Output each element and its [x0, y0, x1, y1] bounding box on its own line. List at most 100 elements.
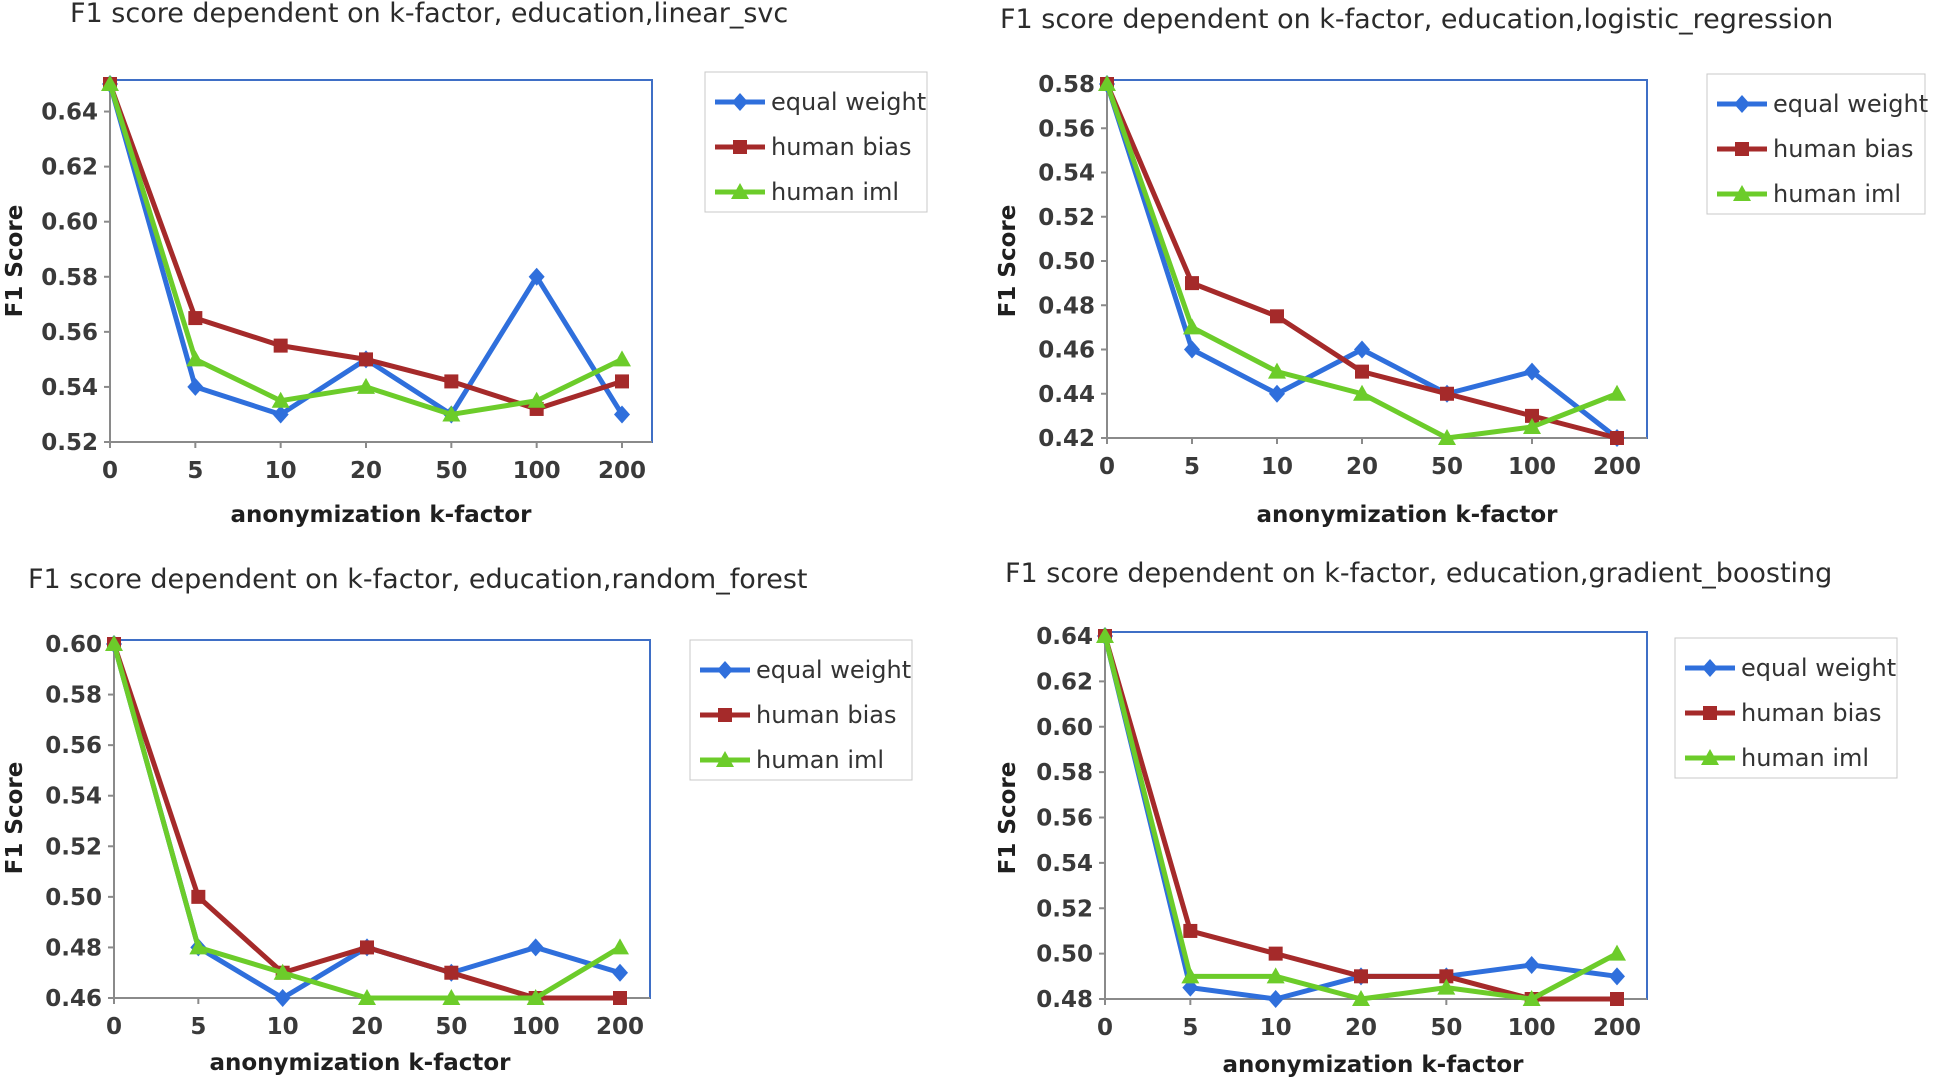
y-tick-label: 0.60	[45, 632, 102, 658]
y-axis-label: F1 Score	[2, 205, 28, 318]
x-tick-label: 5	[187, 458, 203, 484]
chart-title: F1 score dependent on k-factor, educatio…	[1000, 4, 1833, 35]
y-tick-label: 0.52	[45, 834, 102, 860]
x-tick-label: 200	[1593, 454, 1641, 480]
y-tick-label: 0.46	[45, 986, 102, 1012]
data-point-human-iml	[526, 989, 545, 1005]
data-point-equal-weight	[1609, 967, 1625, 986]
series-human-iml	[1096, 627, 1626, 1006]
y-tick-label: 0.62	[1036, 669, 1093, 695]
legend-label: equal weight	[1741, 654, 1896, 682]
y-tick-label: 0.52	[1038, 205, 1095, 231]
data-point-human-bias	[1439, 969, 1454, 984]
y-tick-label: 0.42	[1038, 426, 1095, 452]
data-point-equal-weight	[1269, 384, 1285, 403]
y-axis-label: F1 Score	[995, 762, 1021, 875]
legend-label: equal weight	[756, 656, 911, 684]
data-point-equal-weight	[187, 377, 204, 396]
y-tick-label: 0.44	[1038, 382, 1095, 408]
plot-area	[109, 79, 653, 443]
chart-panel-logistic-regression: F1 score dependent on k-factor, educatio…	[995, 0, 1940, 540]
legend-marker	[716, 751, 734, 767]
data-point-human-iml	[1098, 75, 1116, 91]
data-point-human-iml	[273, 963, 292, 980]
data-point-equal-weight	[274, 989, 291, 1007]
data-point-human-bias	[1610, 431, 1624, 445]
legend-marker	[717, 661, 733, 679]
x-tick-label: 10	[265, 458, 297, 484]
legend-label: human iml	[756, 746, 884, 774]
y-tick-label: 0.58	[41, 265, 98, 291]
data-point-human-bias	[444, 965, 459, 980]
data-point-human-bias	[1355, 364, 1369, 379]
data-point-human-bias	[1183, 923, 1198, 938]
chart-logistic-regression: F1 score dependent on k-factor, educatio…	[995, 4, 1928, 528]
x-tick-label: 20	[350, 458, 382, 484]
legend-item-human-iml: human iml	[715, 178, 899, 206]
legend-label: human iml	[771, 178, 899, 206]
data-point-human-iml	[1522, 990, 1541, 1006]
x-tick-label: 0	[106, 1014, 122, 1040]
data-point-human-bias	[360, 940, 374, 955]
x-tick-label: 200	[596, 1014, 644, 1040]
x-tick-label: 200	[1593, 1015, 1641, 1041]
x-axis-label: anonymization k-factor	[209, 1050, 511, 1076]
legend-item-human-iml: human iml	[700, 746, 884, 774]
data-point-human-iml	[189, 938, 208, 955]
legend-marker	[732, 93, 748, 111]
data-point-human-iml	[1353, 384, 1371, 401]
data-point-human-iml	[1608, 944, 1626, 961]
legend-label: human iml	[1773, 180, 1901, 208]
x-tick-label: 50	[1431, 454, 1463, 480]
y-tick-label: 0.60	[41, 210, 98, 236]
legend-label: equal weight	[1773, 90, 1928, 118]
legend-marker	[1703, 706, 1717, 720]
x-tick-label: 10	[1261, 454, 1293, 480]
y-tick-label: 0.54	[41, 375, 98, 401]
x-axis-label: anonymization k-factor	[230, 502, 532, 528]
data-point-human-iml	[105, 635, 123, 651]
legend-item-equal-weight: equal weight	[1685, 654, 1896, 682]
data-point-human-bias	[1185, 276, 1199, 291]
x-tick-label: 0	[1097, 1015, 1113, 1041]
legend-item-human-bias: human bias	[1685, 699, 1881, 727]
data-point-human-bias	[613, 991, 627, 1005]
legend-item-human-iml: human iml	[1685, 744, 1869, 772]
plot-area	[1104, 631, 1648, 1000]
data-point-human-iml	[101, 75, 119, 91]
data-point-human-iml	[1096, 627, 1114, 643]
data-point-human-bias	[1268, 946, 1283, 961]
legend-label: human bias	[1773, 135, 1913, 163]
legend: equal weight human bias human iml	[1674, 637, 1898, 779]
data-point-equal-weight	[1524, 362, 1540, 381]
y-tick-label: 0.56	[1038, 116, 1095, 142]
legend-label: human bias	[756, 701, 896, 729]
y-tick-label: 0.58	[1038, 72, 1095, 98]
x-tick-label: 5	[190, 1014, 206, 1040]
chart-title: F1 score dependent on k-factor, educatio…	[70, 0, 788, 29]
data-point-human-bias	[1354, 969, 1368, 984]
x-tick-label: 20	[351, 1014, 383, 1040]
data-point-equal-weight	[1267, 990, 1284, 1008]
data-point-human-iml	[611, 938, 629, 955]
chart-title: F1 score dependent on k-factor, educatio…	[1005, 558, 1832, 589]
data-point-human-bias	[273, 338, 288, 353]
legend: equal weight human bias human iml	[1706, 73, 1928, 215]
y-tick-label: 0.62	[41, 155, 98, 181]
data-point-human-bias	[359, 352, 373, 367]
x-tick-label: 5	[1184, 454, 1200, 480]
series-human-bias	[103, 77, 629, 416]
legend-marker	[1701, 749, 1719, 765]
x-tick-label: 20	[1345, 1015, 1377, 1041]
series-human-iml	[101, 75, 631, 422]
data-point-human-iml	[1268, 362, 1286, 379]
x-tick-label: 0	[102, 458, 118, 484]
x-tick-label: 50	[435, 458, 467, 484]
y-tick-label: 0.46	[1038, 338, 1095, 364]
x-tick-label: 5	[1182, 1015, 1198, 1041]
y-tick-label: 0.48	[1036, 987, 1093, 1013]
legend-item-human-bias: human bias	[1717, 135, 1913, 163]
legend-marker	[733, 140, 747, 154]
data-point-human-iml	[358, 989, 376, 1005]
legend: equal weight human bias human iml	[689, 639, 913, 781]
